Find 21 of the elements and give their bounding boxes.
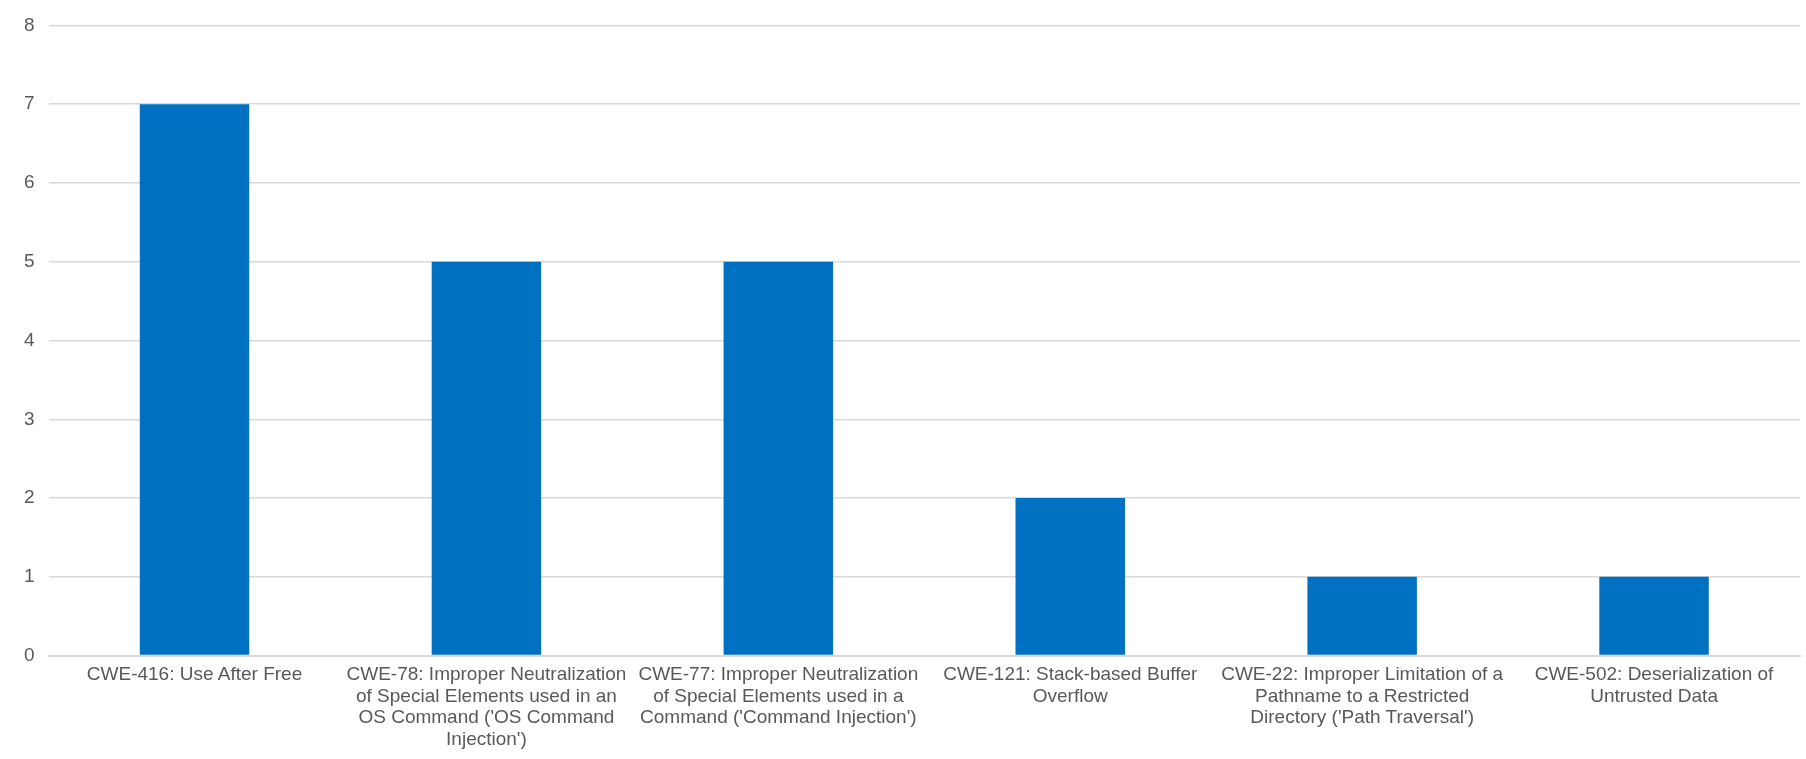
y-tick-label: 4	[23, 328, 35, 350]
y-tick-label: 8	[23, 13, 35, 35]
bar	[1599, 576, 1709, 655]
y-tick-label: 5	[23, 249, 35, 271]
y-tick-label: 7	[23, 92, 35, 114]
x-tick-label: CWE-78: Improper Neutralization of Special Elements used in an OS Command ('OS Command Injection')	[346, 662, 627, 750]
x-tick-label: CWE-121: Stack-based Buffer Overflow	[943, 662, 1198, 706]
bar	[431, 261, 542, 655]
x-tick-label: CWE-502: Deserialization of Untrusted Data	[1534, 662, 1775, 706]
bar	[1307, 576, 1417, 655]
y-tick-label: 3	[23, 407, 35, 429]
x-tick-label: CWE-416: Use After Free	[86, 662, 303, 684]
y-tick-label: 2	[23, 486, 35, 508]
bar	[723, 261, 834, 655]
bar	[139, 104, 250, 655]
y-tick-label: 1	[23, 565, 35, 587]
x-tick-label: CWE-77: Improper Neutralization of Special Elements used in a Command ('Command Injection')	[638, 662, 919, 728]
y-tick-label: 6	[23, 171, 35, 193]
x-tick-label: CWE-22: Improper Limitation of a Pathname to a Restricted Directory ('Path Traversal')	[1221, 662, 1504, 728]
y-tick-label: 0	[23, 643, 35, 665]
bar	[1015, 498, 1125, 655]
